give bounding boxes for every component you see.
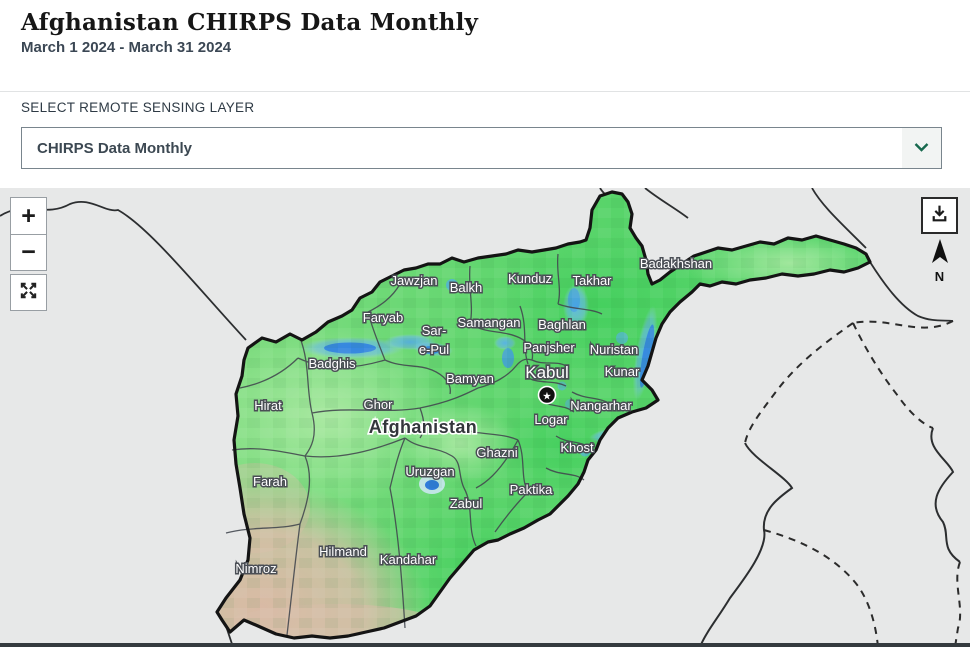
map-label-khost: Khost [560, 440, 594, 455]
map-label-kandahar: Kandahar [380, 552, 437, 567]
layer-select[interactable]: CHIRPS Data Monthly [21, 127, 942, 169]
map-label-kunduz: Kunduz [508, 271, 552, 286]
map-label-nangarhar: Nangarhar [570, 398, 632, 413]
map-label-ghor: Ghor [364, 397, 394, 412]
svg-text:★: ★ [542, 391, 552, 403]
province-borders [225, 253, 615, 636]
north-indicator: N [924, 238, 955, 284]
map-label-badghis: Badghis [309, 356, 356, 371]
layer-select-caret[interactable] [902, 128, 941, 168]
map-container: ★ Jawzjan Balkh Kunduz Takhar Badakhshan Fary… [0, 188, 970, 647]
plus-icon: + [21, 201, 36, 230]
map-label-jawzjan: Jawzjan [391, 273, 438, 288]
page-header: Afghanistan CHIRPS Data Monthly March 1 … [0, 0, 970, 56]
map-label-farah: Farah [253, 474, 287, 489]
map-label-samangan: Samangan [458, 315, 521, 330]
layer-select-label: SELECT REMOTE SENSING LAYER [21, 100, 255, 115]
map-label-badakhshan: Badakhshan [640, 256, 712, 271]
layer-select-value: CHIRPS Data Monthly [37, 139, 193, 157]
map-label-sar-: Sar- [422, 323, 447, 338]
map-label-takhar: Takhar [572, 273, 612, 288]
map-label-nimroz: Nimroz [235, 561, 276, 576]
download-button[interactable] [921, 197, 958, 234]
country-label: Afghanistan [369, 417, 477, 437]
layer-section: SELECT REMOTE SENSING LAYER CHIRPS Data … [21, 100, 942, 169]
zoom-in-button[interactable]: + [10, 197, 47, 234]
map-label-baghlan: Baghlan [538, 317, 586, 332]
map-label-logar: Logar [534, 412, 568, 427]
map-label-kabul: Kabul [525, 363, 568, 382]
chirps-raster-layer [217, 192, 870, 638]
dashed-borders [744, 320, 962, 647]
map-zoom-controls: + − [10, 197, 47, 311]
province-labels: Jawzjan Balkh Kunduz Takhar Badakhshan Faryab… [234, 255, 714, 578]
map-label-bamyan: Bamyan [446, 371, 494, 386]
map-label-balkh: Balkh [450, 280, 483, 295]
kabul-capital-marker: ★ [537, 385, 557, 405]
map-label-ghazni: Ghazni [476, 445, 517, 460]
map-label-e-pul: e-Pul [419, 342, 449, 357]
map-canvas[interactable]: ★ Jawzjan Balkh Kunduz Takhar Badakhshan Fary… [0, 188, 970, 647]
fullscreen-button[interactable] [10, 274, 47, 311]
header-divider [0, 91, 970, 92]
map-label-nuristan: Nuristan [590, 342, 638, 357]
map-label-kunar: Kunar [605, 364, 640, 379]
map-label-hirat: Hirat [254, 398, 282, 413]
north-arrow-icon [927, 239, 953, 270]
afghanistan-outline [215, 190, 872, 640]
map-label-panjsher: Panjsher [523, 340, 575, 355]
north-label: N [934, 269, 945, 284]
minus-icon: − [21, 238, 36, 266]
download-icon [929, 203, 950, 229]
chevron-down-icon [914, 139, 929, 157]
map-label-hilmand: Hilmand [319, 544, 367, 559]
page-title: Afghanistan CHIRPS Data Monthly [21, 9, 479, 36]
footer-bar [0, 643, 970, 647]
date-range: March 1 2024 - March 31 2024 [21, 39, 232, 56]
map-label-zabul: Zabul [450, 496, 483, 511]
map-label-uruzgan: Uruzgan [405, 464, 454, 479]
map-label-faryab: Faryab [363, 310, 403, 325]
map-label-paktika: Paktika [510, 482, 553, 497]
zoom-out-button[interactable]: − [10, 234, 47, 271]
expand-arrows-icon [19, 280, 38, 305]
